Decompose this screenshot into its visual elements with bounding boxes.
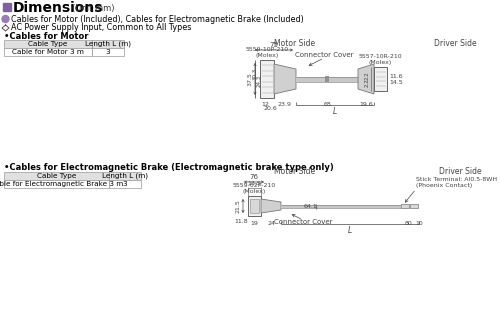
Text: Length L (m): Length L (m)	[85, 41, 131, 47]
Text: 21.5: 21.5	[236, 199, 241, 213]
Text: Motor Side: Motor Side	[274, 39, 316, 48]
Text: Stick Terminal: AI0.5-8WH
(Phoenix Contact): Stick Terminal: AI0.5-8WH (Phoenix Conta…	[416, 177, 497, 188]
Polygon shape	[358, 64, 374, 94]
Text: 68: 68	[323, 102, 331, 107]
Text: 3: 3	[106, 49, 110, 55]
Text: Cables for Motor (Included), Cables for Electromagnetic Brake (Included): Cables for Motor (Included), Cables for …	[11, 15, 304, 24]
Text: 2.2: 2.2	[365, 72, 370, 80]
Bar	[4, 48, 124, 56]
Text: 19: 19	[250, 221, 258, 226]
Bar	[281, 205, 401, 207]
Circle shape	[2, 16, 9, 22]
Text: 24.3: 24.3	[257, 75, 262, 87]
Text: 30.3: 30.3	[253, 68, 258, 80]
Text: 3: 3	[122, 181, 128, 187]
Bar	[296, 77, 358, 81]
Text: Length L (m): Length L (m)	[102, 173, 148, 179]
Text: L: L	[348, 226, 352, 235]
Text: 5559-10P-210
(Molex): 5559-10P-210 (Molex)	[246, 47, 288, 58]
Polygon shape	[261, 199, 281, 213]
Text: 37.5: 37.5	[248, 72, 253, 86]
Text: Cable for Electromagnetic Brake 3 m: Cable for Electromagnetic Brake 3 m	[0, 181, 123, 187]
Text: 19.6: 19.6	[359, 102, 373, 107]
Bar	[4, 180, 141, 188]
Text: 20.6: 20.6	[263, 106, 277, 111]
Bar	[401, 204, 409, 208]
Text: •Cables for Electromagnetic Brake (Electromagnetic brake type only): •Cables for Electromagnetic Brake (Elect…	[4, 164, 334, 173]
Text: 64.1: 64.1	[304, 203, 318, 208]
Text: 11.6: 11.6	[389, 73, 402, 78]
Text: 5557-10R-210
(Molex): 5557-10R-210 (Molex)	[358, 54, 403, 65]
Bar	[3, 3, 11, 11]
Text: 5559-02P-210
(Molex): 5559-02P-210 (Molex)	[233, 183, 276, 194]
Text: Driver Side: Driver Side	[434, 39, 476, 48]
Polygon shape	[274, 64, 296, 94]
Text: Driver Side: Driver Side	[438, 168, 482, 177]
Text: 2.2: 2.2	[365, 79, 370, 87]
Bar	[4, 172, 141, 180]
Text: 14.5: 14.5	[389, 80, 403, 85]
Text: Dimensions: Dimensions	[13, 1, 104, 15]
Bar	[4, 40, 124, 48]
Text: 11.8: 11.8	[234, 219, 248, 224]
Bar	[250, 199, 259, 213]
Bar	[374, 67, 387, 91]
Bar	[248, 196, 261, 216]
Text: Cable for Motor 3 m: Cable for Motor 3 m	[12, 49, 84, 55]
Text: Connector Cover: Connector Cover	[295, 52, 353, 58]
Text: 24: 24	[267, 221, 275, 226]
Bar	[260, 60, 274, 98]
Text: AC Power Supply Input, Common to All Types: AC Power Supply Input, Common to All Typ…	[11, 24, 192, 33]
Text: Cable Type: Cable Type	[37, 173, 76, 179]
Text: (Unit mm): (Unit mm)	[72, 3, 114, 12]
Text: Motor Side: Motor Side	[274, 168, 316, 177]
Text: 10: 10	[415, 221, 423, 226]
Text: 75: 75	[270, 42, 278, 48]
Text: 12: 12	[261, 102, 269, 107]
Text: 76: 76	[250, 174, 258, 180]
Text: Connector Cover: Connector Cover	[274, 219, 332, 225]
Text: L: L	[333, 107, 337, 116]
Bar	[410, 204, 418, 208]
Text: 80: 80	[405, 221, 413, 226]
Text: Cable Type: Cable Type	[28, 41, 68, 47]
Text: 13.5: 13.5	[248, 181, 262, 186]
Text: •Cables for Motor: •Cables for Motor	[4, 32, 88, 41]
Text: 23.9: 23.9	[278, 102, 292, 107]
